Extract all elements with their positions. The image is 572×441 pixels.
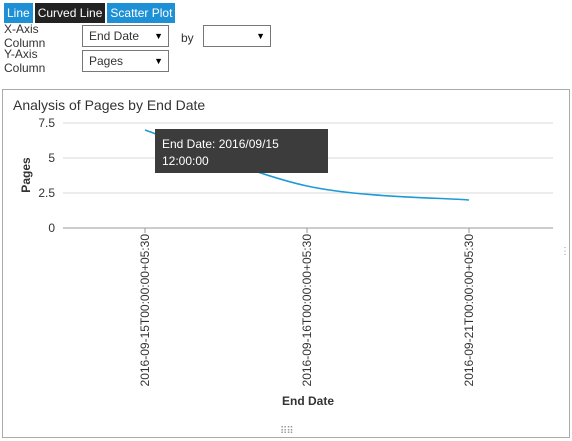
x-axis-select-value: End Date [89, 29, 140, 43]
y-axis-title: Pages [19, 157, 33, 193]
by-label: by [181, 31, 194, 45]
x-axis-label: X-Axis Column [4, 22, 46, 50]
tooltip-line-1: End Date: 2016/09/15 12:00:00 [162, 137, 279, 168]
chart-title: Analysis of Pages by End Date [13, 97, 205, 113]
y-axis-select-value: Pages [89, 54, 124, 68]
x-tick-label: 2016-09-15T00:00:00+05:30 [138, 234, 152, 387]
tooltip-value: 7 [215, 171, 223, 185]
x-tick-label: 2016-09-21T00:00:00+05:30 [462, 234, 476, 387]
y-tick-label: 2.5 [38, 186, 55, 200]
line-button[interactable]: Line [4, 3, 33, 23]
chart-panel [2, 89, 570, 438]
y-tick-label: 0 [48, 221, 55, 235]
chevron-down-icon: ▼ [256, 31, 265, 41]
scatter-plot-button[interactable]: Scatter Plot [107, 3, 176, 23]
y-axis-select[interactable]: Pages ▼ [82, 50, 169, 72]
tooltip: End Date: 2016/09/15 12:00:00 Pages: 7 [155, 129, 328, 185]
x-axis-title: End Date [282, 394, 334, 408]
chart-type-toolbar: Line Curved Line Scatter Plot [4, 3, 176, 23]
by-select[interactable]: ▼ [203, 25, 271, 47]
tooltip-line-2: Pages: 7 [162, 170, 328, 187]
resize-handle-right[interactable]: ⋮⋮ [560, 246, 572, 257]
y-tick-label: 5 [48, 151, 55, 165]
resize-handle-bottom[interactable]: ⠿⠿ [280, 426, 294, 437]
y-tick-label: 7.5 [38, 116, 55, 130]
x-tick-label: 2016-09-16T00:00:00+05:30 [300, 234, 314, 387]
chevron-down-icon: ▼ [154, 56, 163, 66]
curved-line-button[interactable]: Curved Line [34, 3, 106, 23]
tooltip-label: Pages: [162, 171, 200, 185]
chevron-down-icon: ▼ [154, 31, 163, 41]
y-axis-label: Y-Axis Column [4, 47, 46, 75]
y-ticks: 0 2.5 5 7.5 [38, 116, 55, 235]
y-axis-row: Y-Axis Column [4, 47, 82, 75]
x-ticks: 2016-09-15T00:00:00+05:30 2016-09-16T00:0… [138, 228, 476, 386]
x-axis-row: X-Axis Column [4, 22, 82, 50]
x-axis-select[interactable]: End Date ▼ [82, 25, 169, 47]
